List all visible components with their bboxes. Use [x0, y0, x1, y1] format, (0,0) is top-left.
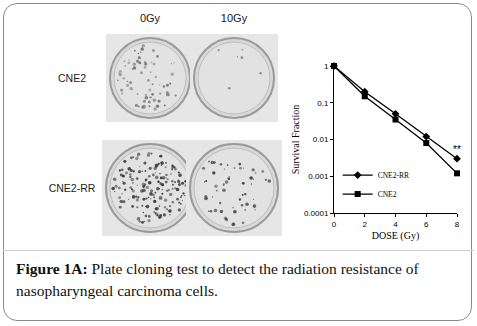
svg-text:CNE2: CNE2	[58, 72, 86, 84]
svg-text:2: 2	[363, 220, 368, 229]
svg-text:4: 4	[393, 220, 398, 229]
svg-text:0.001: 0.001	[308, 172, 329, 181]
svg-text:6: 6	[424, 220, 429, 229]
svg-text:0: 0	[332, 220, 337, 229]
svg-text:8: 8	[455, 220, 460, 229]
svg-text:**: **	[453, 144, 461, 155]
svg-text:Survival Fraction: Survival Fraction	[290, 105, 301, 175]
svg-text:0.0001: 0.0001	[304, 209, 329, 218]
svg-text:0.1: 0.1	[317, 99, 329, 108]
svg-text:10Gy: 10Gy	[221, 12, 248, 24]
svg-text:CNE2-RR: CNE2-RR	[49, 182, 96, 194]
svg-text:0.01: 0.01	[313, 135, 329, 144]
svg-text:CNE2-RR: CNE2-RR	[378, 171, 409, 180]
html-text:Figure 1A: Plate cloning test: Figure 1A: Plate cloning test to detect …	[16, 260, 419, 299]
svg-text:1: 1	[324, 62, 329, 71]
svg-text:0Gy: 0Gy	[140, 12, 161, 24]
svg-text:DOSE (Gy): DOSE (Gy)	[372, 230, 420, 242]
svg-text:CNE2: CNE2	[378, 190, 397, 199]
